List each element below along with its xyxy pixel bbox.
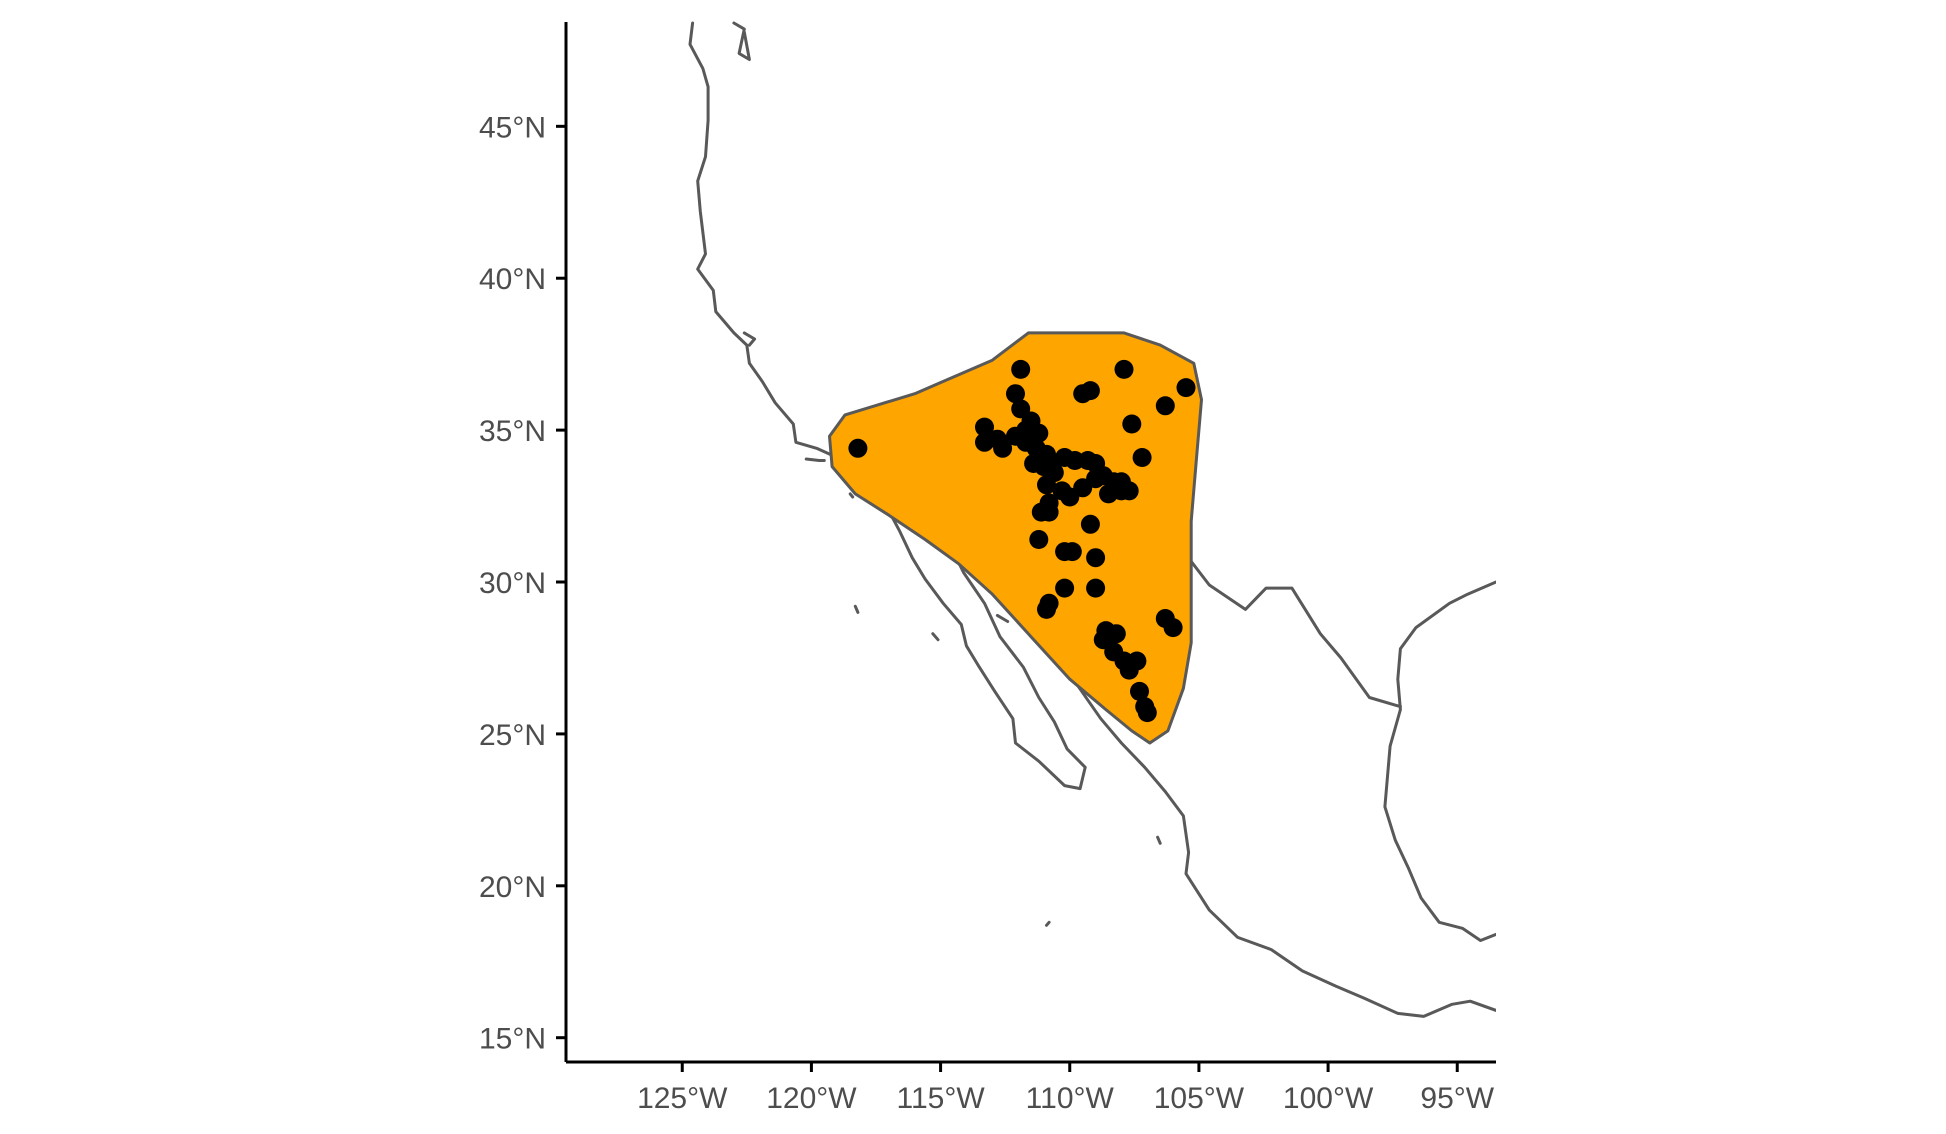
island-7 xyxy=(995,613,1010,623)
occurrence-point-56 xyxy=(1130,681,1149,701)
island-3 xyxy=(853,604,860,614)
coastline-1 xyxy=(1383,580,1496,942)
x-tick-label-1: 120°W xyxy=(766,1082,857,1115)
occurrence-point-60 xyxy=(1163,618,1183,638)
occurrence-point-44 xyxy=(1086,548,1106,568)
y-tick-label-5: 40°N xyxy=(479,263,546,296)
occurrence-point-39 xyxy=(1132,448,1152,467)
occurrence-point-6 xyxy=(1080,381,1100,401)
x-tick-label-3: 110°W xyxy=(1026,1082,1115,1115)
occurrence-point-38 xyxy=(1122,414,1142,434)
axes: 125°W 120°W 115°W 110°W 105°W 100°W 95°W 15°N 2… xyxy=(479,22,1496,1115)
map-panel xyxy=(688,21,1496,1018)
x-axis-ticks: 125°W 120°W 115°W 110°W 105°W 100°W 95°W xyxy=(637,1062,1495,1115)
occurrence-point-1 xyxy=(1011,359,1031,379)
occurrence-point-37 xyxy=(1039,502,1059,522)
occurrence-point-0 xyxy=(848,438,868,458)
x-tick-label-0: 125°W xyxy=(637,1082,728,1115)
y-tick-label-0: 15°N xyxy=(479,1023,546,1056)
y-tick-label-4: 35°N xyxy=(479,415,546,448)
occurrence-point-40 xyxy=(1080,514,1100,534)
occurrence-points-layer xyxy=(848,359,1196,723)
x-tick-label-5: 100°W xyxy=(1283,1082,1374,1115)
x-tick-label-4: 105°W xyxy=(1154,1082,1245,1115)
occurrence-point-58 xyxy=(1137,703,1157,723)
occurrence-point-55 xyxy=(1119,660,1139,680)
occurrence-point-9 xyxy=(975,417,994,437)
y-axis-ticks: 15°N 20°N 25°N 30°N 35°N 40°N 45°N xyxy=(479,111,566,1056)
island-0 xyxy=(804,457,826,462)
x-tick-label-2: 115°W xyxy=(897,1082,986,1115)
occurrence-point-45 xyxy=(1055,578,1075,598)
occurrence-point-41 xyxy=(1029,530,1049,549)
y-tick-label-2: 25°N xyxy=(479,719,546,752)
occurrence-point-64 xyxy=(1111,481,1131,501)
occurrence-point-7 xyxy=(1006,384,1025,404)
island-9 xyxy=(732,21,751,61)
y-tick-label-3: 30°N xyxy=(479,567,546,600)
occurrence-point-33 xyxy=(1052,481,1072,501)
y-tick-label-1: 20°N xyxy=(479,871,546,904)
y-tick-label-6: 45°N xyxy=(479,111,546,144)
island-5 xyxy=(1045,920,1051,927)
x-tick-label-6: 95°W xyxy=(1420,1082,1494,1115)
island-2 xyxy=(848,492,855,499)
occurrence-point-3 xyxy=(1176,378,1196,398)
occurrence-point-4 xyxy=(1155,396,1175,416)
occurrence-point-43 xyxy=(1062,542,1082,562)
occurrence-point-48 xyxy=(1039,593,1059,613)
coastline-0 xyxy=(688,21,1496,1018)
occurrence-point-34 xyxy=(1037,475,1056,495)
island-8 xyxy=(742,331,757,347)
occurrence-point-63 xyxy=(1024,454,1044,473)
occurrence-point-11 xyxy=(993,438,1013,458)
occurrence-point-46 xyxy=(1086,578,1106,598)
island-6 xyxy=(1156,835,1162,845)
occurrence-point-20 xyxy=(1039,451,1059,470)
occurrence-point-61 xyxy=(975,432,994,452)
occurrence-point-62 xyxy=(1016,432,1036,452)
occurrence-point-2 xyxy=(1114,359,1134,379)
island-4 xyxy=(931,632,940,642)
